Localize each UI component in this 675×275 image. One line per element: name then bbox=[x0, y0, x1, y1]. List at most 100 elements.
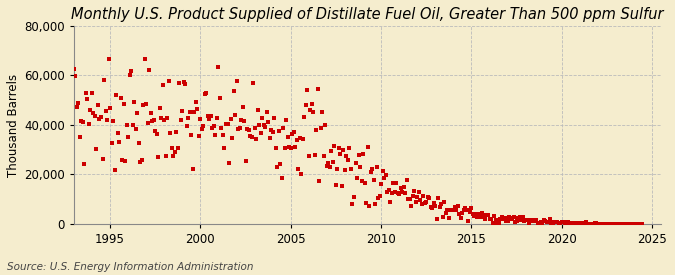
Point bbox=[359, 181, 370, 186]
Point bbox=[184, 110, 195, 115]
Point bbox=[300, 103, 311, 108]
Point bbox=[76, 119, 87, 123]
Point bbox=[319, 154, 329, 158]
Point bbox=[458, 208, 469, 213]
Point bbox=[337, 184, 348, 188]
Point bbox=[443, 215, 454, 220]
Point bbox=[628, 222, 639, 226]
Point bbox=[204, 117, 215, 122]
Point bbox=[595, 221, 606, 226]
Point bbox=[354, 164, 365, 169]
Point bbox=[177, 108, 188, 113]
Point bbox=[327, 160, 338, 164]
Point bbox=[594, 222, 605, 226]
Point bbox=[544, 217, 555, 221]
Point bbox=[555, 221, 566, 225]
Point bbox=[483, 213, 493, 217]
Point bbox=[239, 119, 250, 123]
Point bbox=[398, 185, 409, 189]
Point bbox=[474, 212, 485, 216]
Point bbox=[446, 208, 457, 213]
Point bbox=[564, 221, 575, 225]
Point bbox=[109, 168, 120, 172]
Point bbox=[211, 116, 222, 121]
Point bbox=[263, 120, 273, 125]
Point bbox=[159, 118, 169, 122]
Point bbox=[392, 191, 403, 196]
Point bbox=[547, 221, 558, 225]
Point bbox=[151, 131, 162, 136]
Point bbox=[219, 145, 230, 150]
Point bbox=[531, 217, 541, 222]
Point bbox=[231, 79, 242, 83]
Point bbox=[591, 221, 602, 226]
Point bbox=[242, 127, 252, 132]
Point bbox=[169, 150, 180, 154]
Point bbox=[561, 219, 572, 224]
Point bbox=[215, 96, 225, 101]
Point bbox=[500, 216, 510, 220]
Point bbox=[133, 141, 144, 145]
Point bbox=[84, 122, 95, 127]
Point bbox=[205, 114, 216, 118]
Point bbox=[194, 134, 205, 138]
Point bbox=[626, 221, 637, 226]
Point bbox=[634, 222, 645, 226]
Point bbox=[82, 97, 93, 101]
Point bbox=[186, 132, 196, 137]
Point bbox=[427, 205, 437, 210]
Point bbox=[315, 126, 326, 131]
Point bbox=[150, 128, 161, 133]
Point bbox=[481, 213, 492, 218]
Point bbox=[113, 140, 124, 145]
Point bbox=[92, 103, 103, 108]
Point bbox=[601, 222, 612, 226]
Point bbox=[637, 221, 647, 226]
Point bbox=[272, 165, 283, 170]
Point bbox=[233, 127, 244, 131]
Point bbox=[126, 69, 136, 73]
Point bbox=[585, 221, 596, 226]
Point bbox=[606, 222, 617, 226]
Point bbox=[436, 202, 447, 206]
Point bbox=[365, 170, 376, 174]
Point bbox=[225, 116, 236, 121]
Point bbox=[326, 148, 337, 153]
Point bbox=[442, 208, 453, 213]
Point bbox=[254, 123, 265, 127]
Point bbox=[567, 220, 578, 225]
Point bbox=[273, 129, 284, 133]
Point bbox=[85, 108, 96, 112]
Point bbox=[439, 200, 450, 204]
Point bbox=[73, 101, 84, 105]
Point bbox=[153, 154, 163, 159]
Point bbox=[609, 222, 620, 226]
Point bbox=[478, 213, 489, 218]
Point bbox=[371, 165, 382, 169]
Point bbox=[311, 128, 322, 133]
Point bbox=[501, 219, 512, 223]
Point bbox=[256, 116, 267, 120]
Point bbox=[123, 134, 134, 139]
Point bbox=[552, 220, 563, 224]
Point bbox=[261, 109, 272, 114]
Point bbox=[435, 205, 446, 210]
Point bbox=[489, 214, 500, 218]
Point bbox=[497, 217, 508, 221]
Point bbox=[146, 119, 157, 123]
Point bbox=[526, 218, 537, 222]
Point bbox=[237, 105, 248, 110]
Point bbox=[248, 81, 259, 85]
Point bbox=[505, 216, 516, 220]
Point bbox=[400, 191, 410, 195]
Point bbox=[376, 181, 387, 186]
Point bbox=[141, 101, 152, 106]
Point bbox=[344, 145, 355, 150]
Point bbox=[480, 217, 491, 221]
Point bbox=[632, 222, 643, 226]
Point bbox=[162, 116, 173, 120]
Point bbox=[329, 144, 340, 148]
Point bbox=[195, 117, 206, 121]
Point bbox=[176, 118, 186, 123]
Point bbox=[511, 219, 522, 223]
